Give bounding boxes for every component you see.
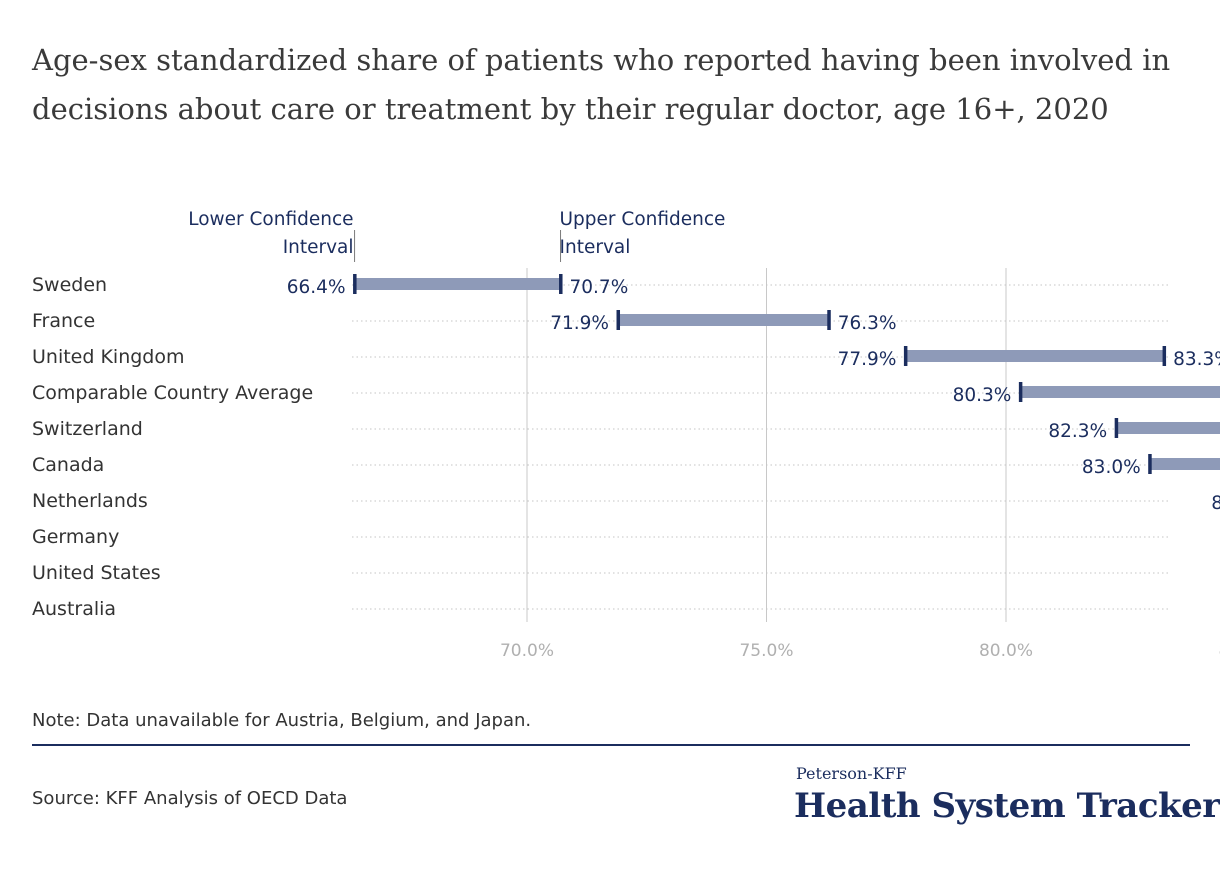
upper-cap — [1162, 346, 1167, 366]
range-bar — [1116, 422, 1220, 434]
category-label: France — [32, 310, 95, 332]
range-bar — [1149, 458, 1220, 470]
chart-source: Source: KFF Analysis of OECD Data — [32, 788, 348, 809]
lower-value-label: 85.7% — [1211, 493, 1220, 514]
category-label: United States — [32, 562, 161, 584]
category-label: Australia — [32, 598, 116, 620]
x-tick-label: 70.0% — [500, 641, 554, 661]
category-label: Switzerland — [32, 418, 143, 440]
chart-note: Note: Data unavailable for Austria, Belg… — [32, 710, 532, 731]
category-label: Canada — [32, 454, 104, 476]
category-label: Netherlands — [32, 490, 148, 512]
lower-cap — [1018, 382, 1023, 402]
lower-cap — [903, 346, 908, 366]
divider — [32, 744, 1190, 746]
category-label: United Kingdom — [32, 346, 185, 368]
lower-value-label: 77.9% — [838, 349, 897, 370]
upper-value-label: 76.3% — [838, 313, 897, 334]
upper-ci-annotation: Upper Confidence Interval — [560, 209, 726, 258]
dumbbell-chart: 70.0%75.0%80.0%85.0%90.0%Sweden66.4%70.7… — [32, 209, 1220, 661]
x-tick-label: 80.0% — [979, 641, 1033, 661]
lower-value-label: 71.9% — [550, 313, 609, 334]
lower-value-label: 80.3% — [953, 385, 1012, 406]
upper-value-label: 83.3% — [1173, 349, 1220, 370]
lower-value-label: 82.3% — [1048, 421, 1107, 442]
range-bar — [618, 314, 829, 326]
lower-cap — [353, 274, 357, 294]
range-bar — [1020, 386, 1220, 398]
range-bar — [354, 278, 561, 290]
range-bar — [905, 350, 1165, 362]
chart-title: Age-sex standardized share of patients w… — [32, 43, 1171, 126]
lower-cap — [1114, 418, 1119, 438]
category-label: Comparable Country Average — [32, 382, 313, 404]
category-label: Germany — [32, 526, 119, 548]
brand-logo: Health System Tracker — [794, 786, 1220, 826]
upper-cap — [559, 274, 563, 294]
upper-value-label: 70.7% — [570, 277, 629, 298]
lower-value-label: 83.0% — [1082, 457, 1141, 478]
lower-ci-annotation: Lower Confidence Interval — [188, 209, 353, 258]
category-label: Sweden — [32, 274, 107, 296]
lower-cap — [616, 310, 621, 330]
upper-cap — [827, 310, 831, 330]
lower-value-label: 66.4% — [287, 277, 346, 298]
x-tick-label: 85.0% — [1218, 641, 1220, 661]
brand-subtitle: Peterson-KFF — [796, 764, 907, 783]
x-tick-label: 75.0% — [739, 641, 793, 661]
lower-cap — [1148, 454, 1152, 474]
